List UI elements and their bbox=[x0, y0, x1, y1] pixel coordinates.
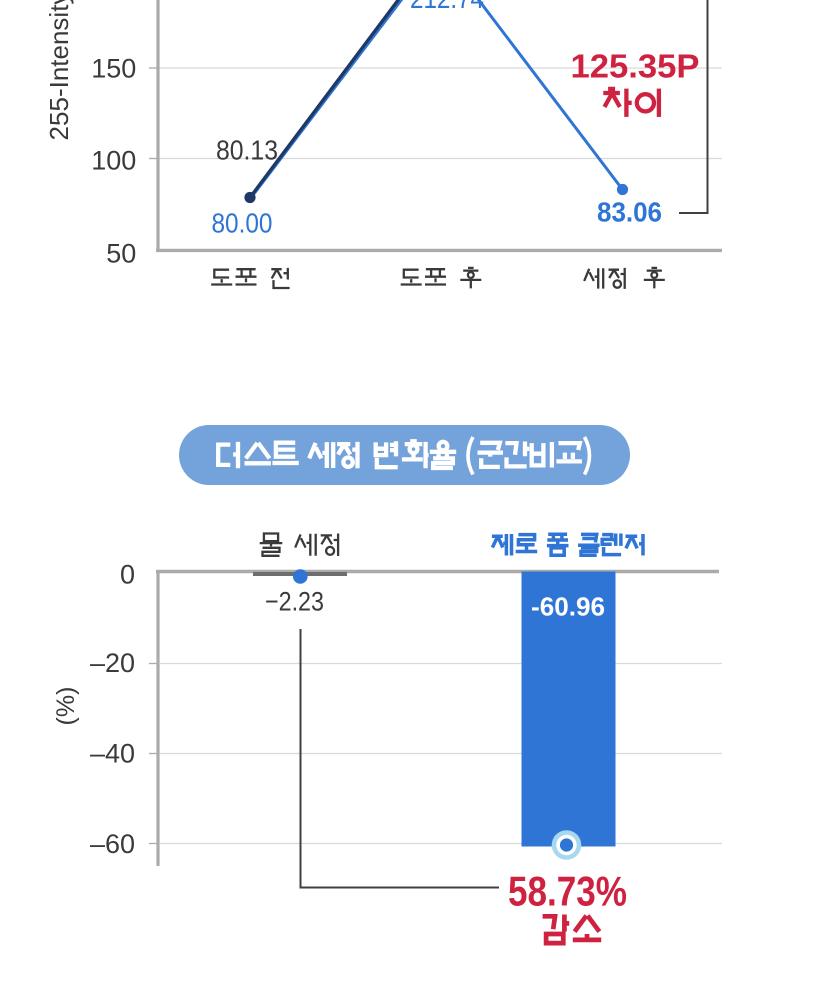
svg-text:(%): (%) bbox=[52, 687, 80, 726]
svg-text:100: 100 bbox=[91, 146, 136, 176]
svg-text:80.13: 80.13 bbox=[216, 135, 278, 166]
svg-text:58.73%: 58.73% bbox=[508, 868, 627, 915]
svg-text:212.74: 212.74 bbox=[410, 0, 484, 14]
svg-text:−2.23: −2.23 bbox=[265, 587, 324, 617]
svg-text:0: 0 bbox=[120, 560, 135, 590]
svg-text:80.00: 80.00 bbox=[212, 208, 273, 239]
svg-text:–20: –20 bbox=[90, 648, 135, 678]
svg-text:-60.96: -60.96 bbox=[531, 592, 605, 622]
svg-text:83.06: 83.06 bbox=[597, 197, 662, 228]
svg-text:125.35P: 125.35P bbox=[571, 48, 700, 85]
svg-text:150: 150 bbox=[91, 53, 136, 83]
svg-text:–40: –40 bbox=[90, 739, 135, 769]
svg-text:255-Intensity: 255-Intensity bbox=[44, 0, 74, 140]
svg-text:–60: –60 bbox=[90, 829, 135, 859]
svg-text:50: 50 bbox=[106, 239, 136, 269]
